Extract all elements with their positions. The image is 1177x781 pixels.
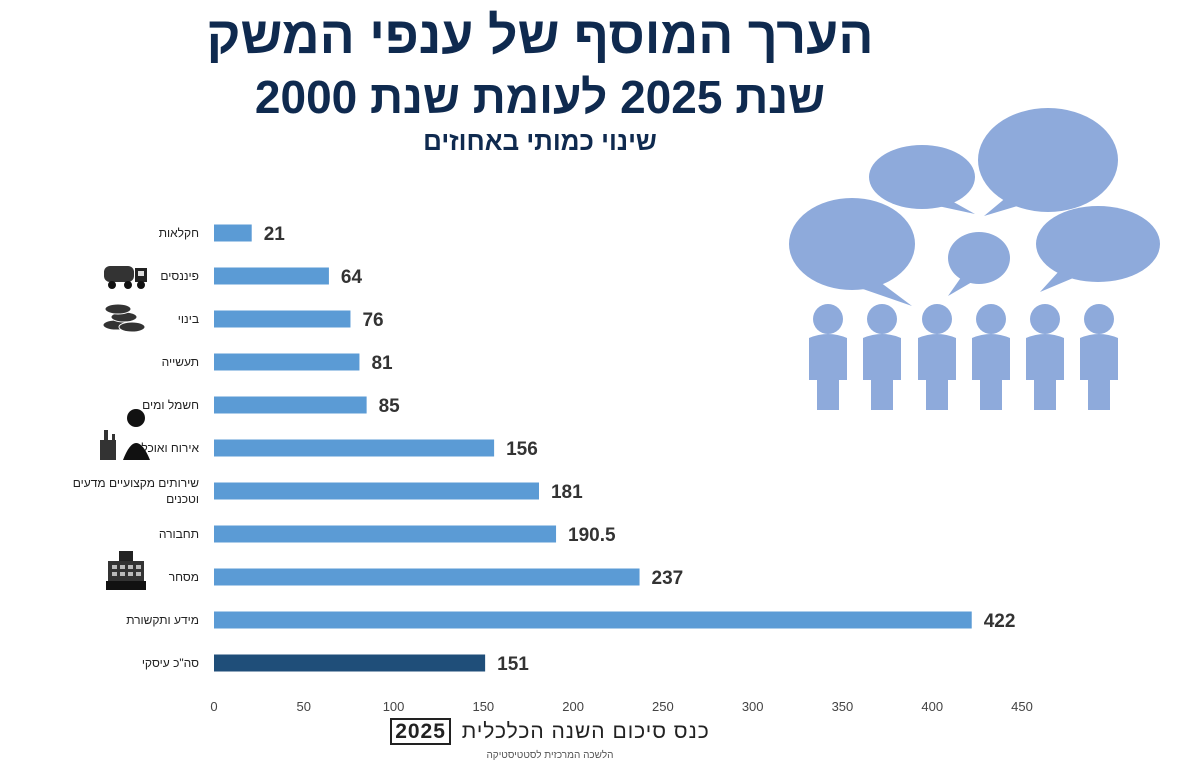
- data-label: 181: [551, 482, 583, 503]
- speech-bubble-icon: [1036, 206, 1160, 292]
- tick-label: 450: [1011, 699, 1033, 714]
- data-label: 151: [497, 654, 529, 675]
- footer-conference-text: כנס סיכום השנה הכלכלית: [461, 720, 710, 743]
- person-icon: [1080, 304, 1118, 410]
- tick-label: 0: [210, 699, 217, 714]
- category-label: מסחר: [169, 570, 199, 584]
- tick-label: 100: [383, 699, 405, 714]
- speech-bubble-icon: [869, 145, 975, 214]
- footer-year: 2025: [390, 718, 451, 745]
- bar: [214, 568, 640, 586]
- tick-label: 400: [921, 699, 943, 714]
- speech-bubble-icon: [978, 108, 1118, 216]
- footer-source: הלשכה המרכזית לסטטיסטיקה: [486, 750, 614, 761]
- bar: [214, 267, 329, 285]
- cement-truck-icon: [104, 266, 147, 289]
- footer-conference: כנס סיכום השנה הכלכלית 2025: [330, 718, 770, 745]
- chart-title: הערך המוסף של ענפי המשק: [206, 7, 874, 65]
- category-label: חקלאות: [159, 226, 199, 240]
- category-label: בינוי: [178, 312, 199, 326]
- bar: [214, 439, 495, 457]
- people-figures: [809, 304, 1118, 410]
- bar: [214, 396, 367, 414]
- data-label: 81: [371, 353, 393, 374]
- people-talking-illustration: [789, 108, 1160, 306]
- category-label: שירותים מקצועיים מדעים: [73, 476, 199, 490]
- tick-label: 250: [652, 699, 674, 714]
- bar: [214, 611, 972, 629]
- category-label: פיננסים: [160, 269, 199, 283]
- tick-label: 150: [472, 699, 494, 714]
- bar: [214, 224, 252, 242]
- person-icon: [972, 304, 1010, 410]
- tick-label: 200: [562, 699, 584, 714]
- data-label: 64: [341, 267, 363, 288]
- bar: [214, 310, 351, 328]
- cash-register-icon: [106, 551, 146, 590]
- data-label: 190.5: [568, 525, 616, 546]
- speech-bubble-icon: [948, 232, 1010, 296]
- data-label: 422: [984, 611, 1016, 632]
- tick-label: 300: [742, 699, 764, 714]
- category-label: תחבורה: [159, 527, 199, 541]
- person-icon: [1026, 304, 1064, 410]
- bar: [214, 482, 539, 500]
- person-icon: [863, 304, 901, 410]
- data-label: 156: [506, 439, 538, 460]
- person-icon: [918, 304, 956, 410]
- category-label: וטכנים: [166, 492, 199, 506]
- data-label: 76: [362, 310, 383, 331]
- category-label: חשמל ומים: [142, 398, 199, 412]
- bar: [214, 525, 557, 543]
- data-label: 237: [652, 568, 684, 589]
- tick-label: 50: [297, 699, 311, 714]
- bar: [214, 353, 360, 371]
- category-label: מידע ותקשורת: [126, 613, 199, 627]
- category-label: אירוח ואוכל: [141, 441, 199, 455]
- bar: [214, 654, 486, 672]
- person-icon: [809, 304, 847, 410]
- category-label: תעשייה: [162, 355, 199, 369]
- tick-label: 350: [832, 699, 854, 714]
- coins-icon: [102, 303, 146, 333]
- speech-bubble-icon: [789, 198, 915, 306]
- data-label: 21: [264, 224, 286, 245]
- category-label: סה"כ עיסקי: [142, 656, 199, 670]
- waiter-icon: [100, 409, 150, 460]
- chart-caption: שינוי כמותי באחוזים: [423, 126, 657, 156]
- data-label: 85: [379, 396, 401, 417]
- chart-subtitle: שנת 2025 לעומת שנת 2000: [254, 71, 826, 123]
